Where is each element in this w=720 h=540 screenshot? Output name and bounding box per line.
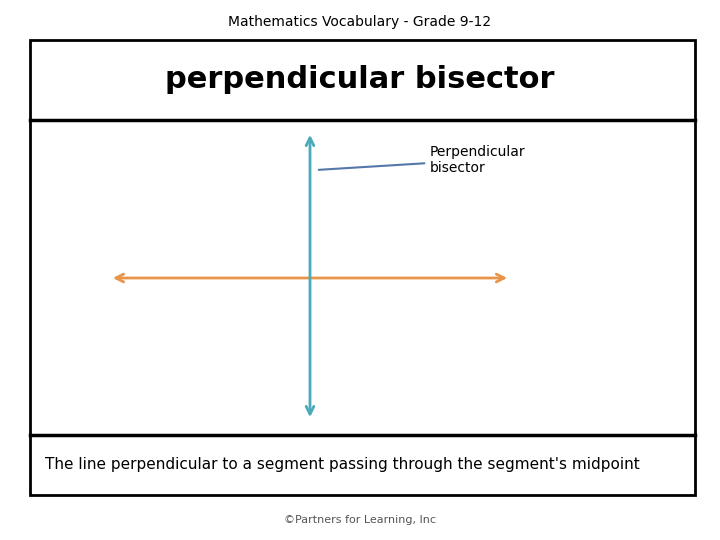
Text: perpendicular bisector: perpendicular bisector	[166, 65, 554, 94]
Text: The line perpendicular to a segment passing through the segment's midpoint: The line perpendicular to a segment pass…	[45, 457, 640, 472]
Text: Perpendicular
bisector: Perpendicular bisector	[319, 145, 526, 175]
Bar	[30, 40, 695, 495]
Text: Mathematics Vocabulary - Grade 9-12: Mathematics Vocabulary - Grade 9-12	[228, 15, 492, 29]
Text: ©Partners for Learning, Inc: ©Partners for Learning, Inc	[284, 515, 436, 525]
